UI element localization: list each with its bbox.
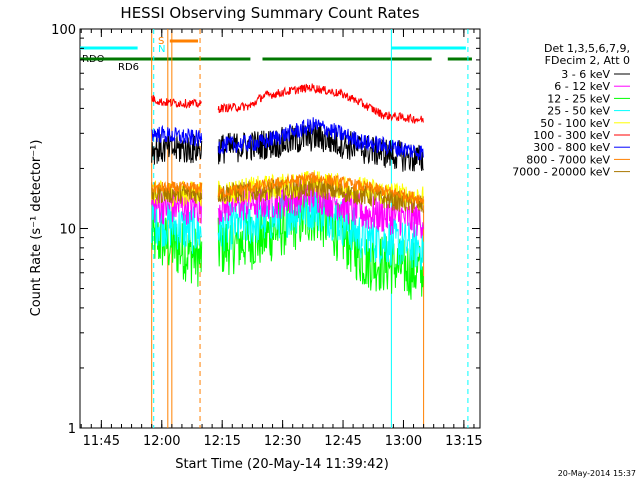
legend-header-line-1: Det 1,3,5,6,7,9, [544,42,630,55]
series-line-800-7000kev-seg0 [151,180,203,194]
flag-s-label: S [158,36,164,47]
x-tick-label-4: 12:45 [324,434,361,449]
x-tick-label-1: 12:00 [143,434,180,449]
x-axis-label: Start Time (20-May-14 11:39:42) [175,457,389,472]
series-line-3-6kev-seg0 [151,133,203,165]
x-tick-label-3: 12:30 [264,434,301,449]
legend-entry-label-8: 7000 - 20000 keV [512,166,610,179]
chart-title: HESSI Observing Summary Count Rates [120,4,419,22]
series-line-300-800kev-seg0 [151,124,203,147]
legend-entry-label-1: 6 - 12 keV [554,80,610,93]
series-line-12-25kev-seg0 [151,208,203,287]
series-line-100-300kev-seg1 [217,83,424,124]
flag-rd6-label: RD6 [118,62,139,73]
y-tick-label-0: 1 [68,422,76,437]
legend-header-line-2: FDecim 2, Att 0 [545,54,630,67]
x-tick-label-6: 13:15 [445,434,482,449]
x-tick-label-5: 13:00 [385,434,422,449]
series-line-25-50kev-seg0 [151,198,203,254]
legend: Det 1,3,5,6,7,9, FDecim 2, Att 0 3 - 6 k… [512,42,630,179]
legend-entry-label-5: 100 - 300 keV [533,129,610,142]
x-tick-label-2: 12:15 [203,434,240,449]
series-line-800-7000kev-seg1 [217,171,424,205]
legend-entry-label-6: 300 - 800 keV [533,141,610,154]
y-tick-label-2: 100 [51,23,76,38]
legend-entry-label-2: 12 - 25 keV [547,92,610,105]
y-tick-label-1: 10 [59,223,76,238]
footer-date: 20-May-2014 15:37 [558,469,636,478]
series-line-100-300kev-seg0 [151,94,202,109]
series-line-12-25kev-seg1 [217,188,424,300]
axes-layer: 11:45 12:00 12:15 12:30 12:45 13:00 13:15 1 10 10… [51,23,482,449]
legend-entry-label-4: 50 - 100 keV [540,117,610,130]
series-line-300-800kev-seg1 [217,117,424,161]
series-layer [151,83,424,300]
y-axis-label: Count Rate (s⁻¹ detector⁻¹) [29,140,44,317]
legend-entry-label-0: 3 - 6 keV [561,68,610,81]
series-line-7000-20000kev-seg1 [217,176,424,213]
x-tick-label-0: 11:45 [83,434,120,449]
legend-entry-label-3: 25 - 50 keV [547,105,610,118]
legend-entry-label-7: 800 - 7000 keV [526,153,610,166]
flag-n-label: N [158,44,165,55]
flags-layer: SNRDORD6 [80,36,472,73]
